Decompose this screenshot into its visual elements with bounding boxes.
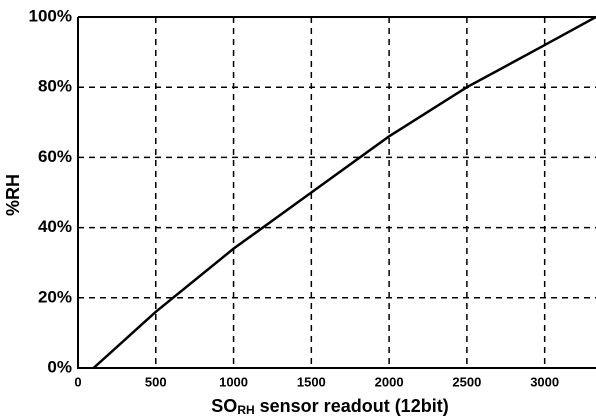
y-tick-label: 40% — [38, 217, 72, 236]
x-axis-label-rest: sensor readout (12bit) — [255, 396, 449, 416]
x-tick-label: 1000 — [219, 374, 248, 389]
x-axis-label: SORH sensor readout (12bit) — [211, 396, 448, 417]
line — [92, 15, 596, 369]
y-tick-label: 80% — [38, 77, 72, 96]
x-tick-label: 2500 — [452, 374, 481, 389]
x-axis-label-main: SO — [211, 396, 237, 416]
y-tick-label: 0% — [47, 357, 72, 376]
x-tick-label: 3000 — [530, 374, 559, 389]
y-axis-label: %RH — [3, 174, 23, 216]
y-tick-label: 60% — [38, 147, 72, 166]
x-axis-label-sub: RH — [237, 403, 254, 417]
y-tick-label: 20% — [38, 287, 72, 306]
y-tick-label: 100% — [29, 6, 72, 25]
x-tick-label: 1500 — [297, 374, 326, 389]
x-tick-label: 500 — [145, 374, 167, 389]
x-tick-label: 2000 — [375, 374, 404, 389]
axis-frame — [77, 16, 596, 369]
x-tick-label: 0 — [74, 374, 81, 389]
